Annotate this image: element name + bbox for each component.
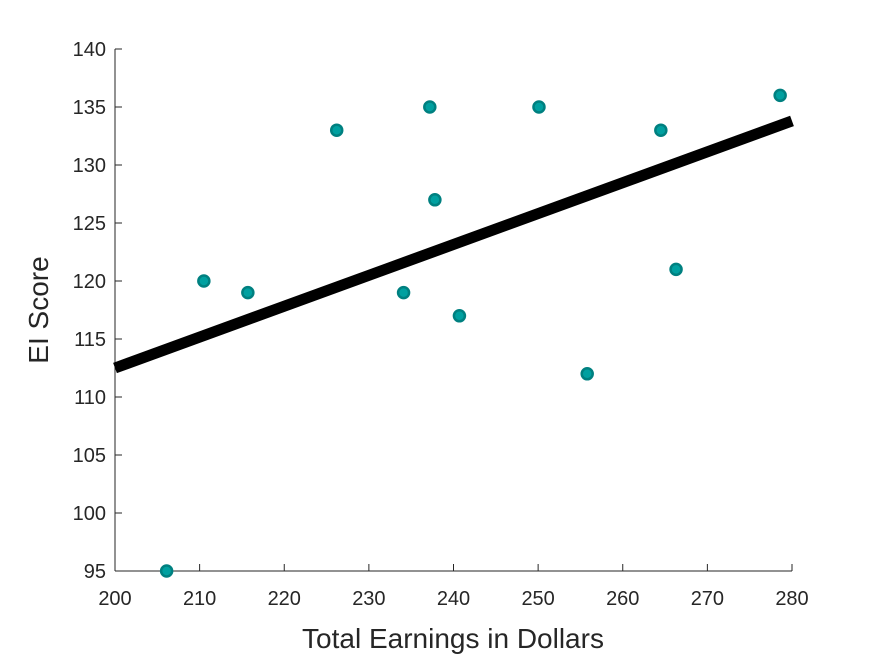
axes — [114, 49, 792, 572]
data-point — [241, 285, 255, 300]
y-tick-label: 95 — [84, 561, 106, 583]
y-tick-label: 140 — [73, 39, 106, 61]
y-tick-label: 115 — [74, 329, 106, 351]
x-tick-label: 230 — [352, 588, 385, 610]
trendline-group — [113, 115, 794, 374]
x-axis-label: Total Earnings in Dollars — [302, 623, 604, 654]
x-tick-label: 270 — [691, 588, 724, 610]
data-point — [532, 100, 546, 114]
x-axis-ticks: 200 210 220 230 240 250 260 270 280 — [98, 564, 809, 610]
x-tick-label: 200 — [98, 588, 131, 610]
data-point — [452, 309, 467, 323]
y-tick-label: 135 — [73, 97, 106, 119]
x-tick-label: 240 — [437, 588, 470, 610]
data-point — [423, 100, 437, 114]
x-tick-label: 260 — [606, 588, 639, 610]
x-tick-label: 210 — [183, 588, 216, 610]
y-tick-label: 110 — [74, 387, 106, 409]
y-tick-label: 105 — [73, 445, 106, 467]
y-axis-ticks: 95 100 105 110 115 120 125 130 135 140 — [73, 39, 122, 583]
y-tick-label: 100 — [73, 503, 106, 525]
y-tick-label: 130 — [73, 155, 106, 177]
data-point — [396, 285, 411, 300]
data-point — [159, 564, 174, 578]
y-axis-label: EI Score — [23, 256, 54, 363]
x-tick-label: 220 — [268, 588, 301, 610]
data-point — [428, 193, 442, 207]
x-tick-label: 250 — [521, 588, 554, 610]
y-tick-label: 120 — [73, 271, 106, 293]
data-point — [669, 262, 683, 277]
y-tick-label: 125 — [73, 213, 106, 235]
trendline — [113, 115, 794, 374]
data-points — [159, 88, 787, 578]
data-point — [654, 123, 668, 137]
data-point — [197, 274, 211, 288]
x-tick-label: 280 — [775, 588, 808, 610]
data-point — [329, 123, 344, 137]
data-point — [580, 367, 594, 381]
data-point — [773, 88, 787, 103]
